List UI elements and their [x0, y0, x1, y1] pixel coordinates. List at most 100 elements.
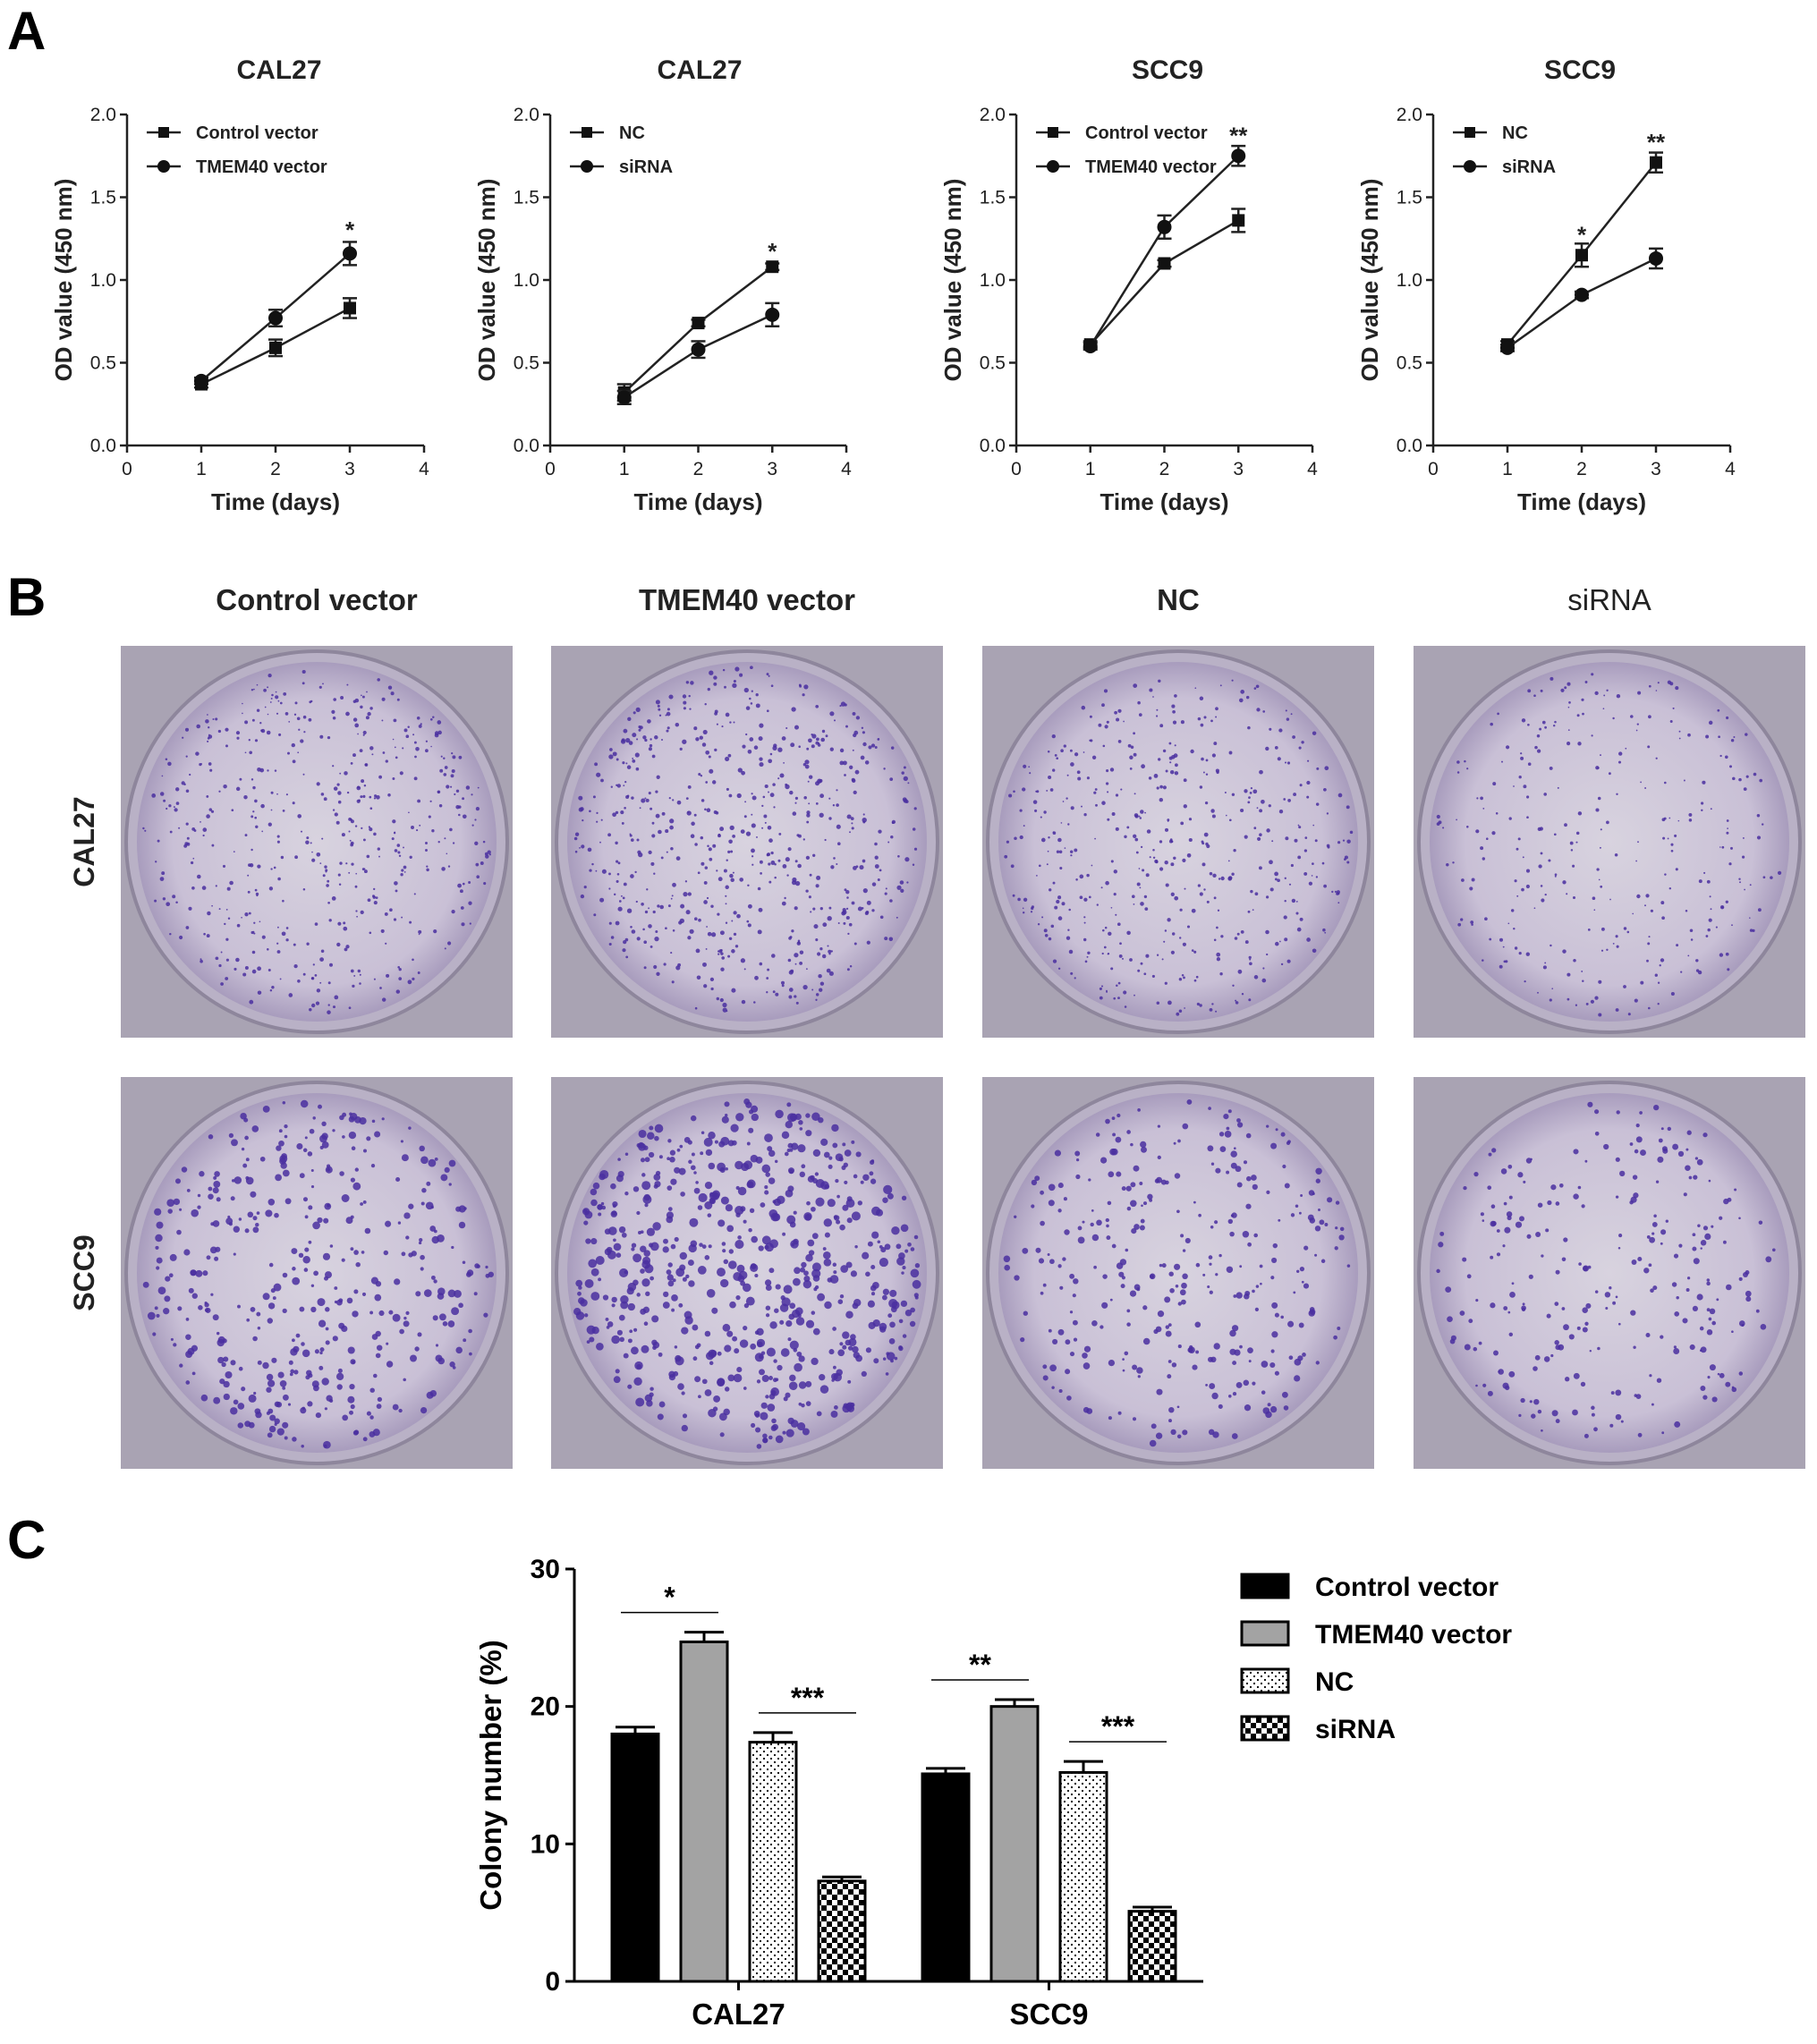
colony — [1576, 714, 1580, 717]
colony — [408, 1252, 413, 1258]
colony — [1298, 1322, 1304, 1328]
colony — [411, 826, 414, 829]
colony — [1523, 1180, 1526, 1183]
colony — [727, 753, 732, 758]
colony — [1567, 682, 1571, 686]
colony — [345, 1217, 353, 1225]
colony — [361, 695, 365, 699]
colony — [1745, 1296, 1752, 1302]
colony — [798, 1120, 803, 1125]
colony — [395, 756, 398, 759]
colony — [1083, 751, 1085, 753]
colony — [264, 706, 267, 708]
colony — [679, 918, 684, 924]
colony — [605, 1317, 609, 1321]
colony — [468, 901, 472, 905]
colony — [168, 804, 172, 808]
colony — [811, 988, 814, 991]
colony — [722, 1323, 731, 1332]
colony — [1502, 946, 1505, 948]
colony — [157, 839, 160, 843]
colony — [452, 755, 456, 759]
colony — [1536, 749, 1541, 753]
colony — [275, 1174, 282, 1182]
y-tick-label: 1.0 — [1397, 270, 1422, 291]
x-tick-label: 3 — [1651, 459, 1661, 479]
colony — [799, 1127, 803, 1131]
colony — [819, 988, 823, 992]
colony — [1177, 1344, 1182, 1349]
colony — [309, 1128, 315, 1134]
dish-surface — [1430, 662, 1789, 1022]
colony — [349, 1383, 355, 1390]
colony — [1314, 1226, 1321, 1232]
colony — [789, 1148, 794, 1152]
colony — [613, 893, 616, 896]
colony — [1004, 854, 1008, 859]
colony — [872, 1282, 879, 1289]
colony — [900, 1300, 908, 1308]
colony — [733, 1373, 743, 1383]
colony — [1176, 1209, 1180, 1214]
colony — [828, 1156, 833, 1160]
colony — [374, 1131, 381, 1138]
colony — [259, 920, 261, 923]
colony — [1756, 835, 1762, 840]
colony — [697, 1266, 707, 1275]
colony — [845, 890, 850, 895]
colony — [682, 1276, 687, 1282]
colony — [175, 787, 180, 792]
data-point-nc — [692, 317, 705, 330]
colony — [1315, 1167, 1322, 1175]
colony — [352, 717, 358, 722]
colony — [244, 1135, 249, 1141]
colony — [630, 838, 634, 842]
colony — [708, 1244, 712, 1249]
colony — [674, 1345, 678, 1349]
colony — [633, 711, 636, 715]
colony — [255, 1222, 259, 1227]
colony — [1522, 856, 1524, 859]
colony — [249, 999, 254, 1005]
colony — [812, 853, 816, 857]
colony — [425, 740, 429, 742]
colony — [887, 1313, 893, 1319]
colony — [401, 1251, 406, 1257]
colony-image-scc9-nc — [982, 1077, 1374, 1469]
colony — [871, 909, 875, 912]
colony — [1587, 1101, 1593, 1107]
colony — [1514, 946, 1518, 950]
colony — [879, 1322, 887, 1331]
colony — [1108, 931, 1112, 937]
colony — [1183, 778, 1187, 783]
bar-cal27-control-vector — [610, 1732, 660, 1983]
colony — [485, 854, 489, 859]
colony — [777, 1195, 785, 1205]
colony — [852, 749, 854, 751]
colony — [1141, 1146, 1147, 1153]
colony — [1106, 720, 1109, 724]
colony — [1168, 1419, 1172, 1423]
colony — [426, 1391, 434, 1399]
colony — [651, 821, 655, 825]
colony — [376, 1344, 383, 1351]
colony — [585, 1238, 591, 1244]
colony — [387, 685, 393, 690]
colony — [846, 896, 849, 899]
colony — [1201, 757, 1204, 761]
colony — [1258, 866, 1262, 870]
colony — [870, 1292, 876, 1296]
colony — [212, 1314, 219, 1321]
colony — [1269, 887, 1274, 892]
colony — [670, 1178, 677, 1185]
colony — [667, 1185, 673, 1191]
legend-marker — [582, 127, 592, 138]
colony — [1144, 907, 1149, 911]
colony — [828, 817, 832, 820]
colony — [1048, 937, 1052, 941]
colony — [687, 892, 692, 896]
colony — [316, 852, 321, 857]
colony — [1553, 833, 1557, 836]
colony — [820, 1138, 828, 1146]
colony — [902, 1266, 906, 1270]
